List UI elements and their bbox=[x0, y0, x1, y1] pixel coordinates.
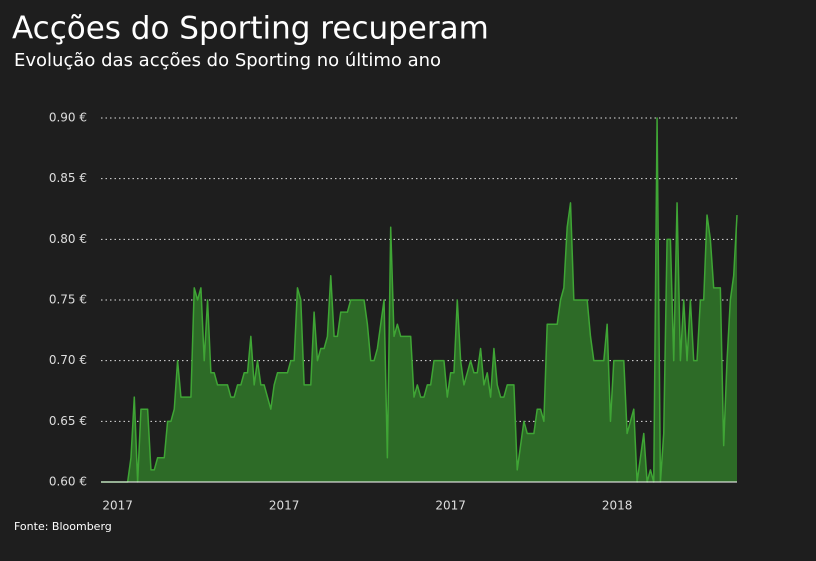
line bbox=[101, 117, 738, 483]
y-tick-label: 0.70 € bbox=[49, 353, 87, 367]
y-tick-label: 0.60 € bbox=[49, 475, 87, 489]
area-fill bbox=[101, 118, 737, 482]
x-tick-label: 2017 bbox=[435, 499, 466, 513]
x-tick-label: 2017 bbox=[269, 499, 300, 513]
x-tick-label: 2018 bbox=[602, 499, 633, 513]
y-tick-label: 0.80 € bbox=[49, 232, 87, 246]
x-tick-label: 2017 bbox=[102, 499, 133, 513]
y-tick-label: 0.65 € bbox=[49, 414, 87, 428]
chart-subtitle: Evolução das acções do Sporting no últim… bbox=[14, 50, 441, 71]
y-tick-label: 0.85 € bbox=[49, 171, 87, 185]
y-tick-label: 0.75 € bbox=[49, 293, 87, 307]
y-tick-label: 0.90 € bbox=[49, 111, 87, 125]
chart-title: Acções do Sporting recuperam bbox=[12, 11, 489, 47]
source: Fonte: Bloomberg bbox=[14, 520, 112, 533]
